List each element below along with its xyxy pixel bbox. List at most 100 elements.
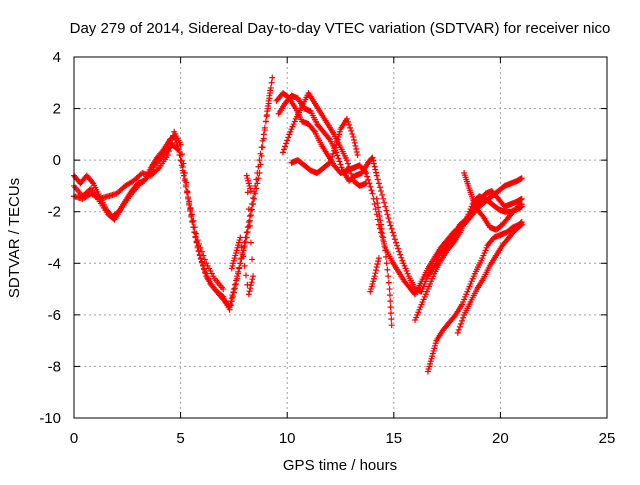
- data-point: [327, 156, 334, 163]
- data-point: [457, 320, 464, 327]
- y-axis-label: SDTVAR / TECUs: [6, 178, 23, 298]
- data-point: [332, 144, 339, 151]
- data-point: [194, 237, 201, 244]
- data-point: [184, 188, 191, 195]
- data-point: [373, 195, 380, 202]
- data-point: [165, 148, 172, 155]
- data-point: [455, 326, 462, 333]
- x-tick-label: 0: [70, 430, 78, 447]
- data-point: [375, 255, 382, 262]
- data-point: [343, 157, 350, 164]
- data-point: [330, 150, 337, 157]
- y-tick-label: 2: [53, 101, 61, 118]
- data-point: [378, 188, 385, 195]
- data-point: [257, 150, 264, 157]
- data-point: [245, 291, 252, 298]
- data-point: [220, 286, 227, 293]
- data-point: [460, 314, 467, 321]
- data-point: [373, 264, 380, 271]
- data-point: [337, 161, 344, 168]
- data-point: [243, 229, 250, 236]
- data-point: [284, 137, 291, 144]
- data-point: [246, 213, 253, 220]
- data-point: [237, 234, 244, 241]
- data-point: [378, 225, 385, 232]
- data-point: [250, 273, 257, 280]
- data-point: [164, 151, 171, 158]
- data-point: [367, 183, 374, 190]
- data-point: [268, 79, 275, 86]
- y-tick-label: 4: [53, 49, 61, 66]
- data-point: [265, 105, 272, 112]
- data-point: [231, 285, 238, 292]
- plot-frame: [73, 56, 608, 419]
- data-point: [351, 139, 358, 146]
- data-point: [247, 239, 254, 246]
- series-7: [279, 90, 370, 189]
- data-point: [261, 124, 268, 131]
- data-point: [381, 199, 388, 206]
- data-point: [240, 253, 247, 260]
- data-point: [246, 222, 253, 229]
- data-point: [236, 265, 243, 272]
- data-point: [260, 131, 267, 138]
- data-point: [180, 160, 187, 167]
- data-point: [387, 298, 394, 305]
- data-point: [267, 90, 274, 97]
- data-point: [254, 170, 261, 177]
- data-point: [352, 142, 359, 149]
- data-point: [373, 172, 380, 179]
- data-point: [259, 137, 266, 144]
- data-point: [197, 244, 204, 251]
- data-point: [518, 195, 525, 202]
- data-point: [262, 118, 269, 125]
- data-point: [247, 285, 254, 292]
- data-point: [239, 249, 246, 256]
- y-tick-label: -4: [48, 255, 61, 272]
- series-9: [373, 195, 395, 329]
- data-point: [374, 176, 381, 183]
- data-point: [348, 170, 355, 177]
- data-point: [251, 195, 258, 202]
- y-tick-label: -10: [39, 410, 61, 427]
- data-point: [190, 217, 197, 224]
- data-point: [379, 191, 386, 198]
- data-point: [373, 267, 380, 274]
- data-point: [353, 145, 360, 152]
- data-point: [384, 266, 391, 273]
- data-point: [174, 145, 181, 152]
- data-point: [234, 275, 241, 282]
- series-11: [412, 193, 525, 324]
- series-4: [228, 172, 257, 298]
- data-point: [326, 159, 333, 166]
- data-point: [328, 153, 335, 160]
- data-point: [371, 273, 378, 280]
- data-point: [379, 230, 386, 237]
- data-point: [385, 279, 392, 286]
- data-point: [249, 256, 256, 263]
- x-tick-label: 15: [385, 430, 402, 447]
- data-point: [387, 310, 394, 317]
- data-point: [196, 251, 203, 258]
- data-point: [518, 221, 525, 228]
- data-point: [226, 306, 233, 313]
- data-point: [385, 273, 392, 280]
- data-point: [241, 262, 248, 269]
- data-point: [348, 127, 355, 134]
- x-tick-label: 20: [492, 430, 509, 447]
- data-point: [382, 253, 389, 260]
- data-point: [230, 289, 237, 296]
- data-point: [325, 160, 332, 167]
- data-point: [242, 234, 249, 241]
- data-point: [229, 293, 236, 300]
- data-point: [175, 146, 182, 153]
- data-point: [383, 260, 390, 267]
- data-point: [364, 173, 371, 180]
- data-point: [386, 292, 393, 299]
- data-point: [377, 217, 384, 224]
- data-point: [388, 316, 395, 323]
- data-point: [343, 115, 350, 122]
- data-point: [199, 262, 206, 269]
- data-point: [347, 124, 354, 131]
